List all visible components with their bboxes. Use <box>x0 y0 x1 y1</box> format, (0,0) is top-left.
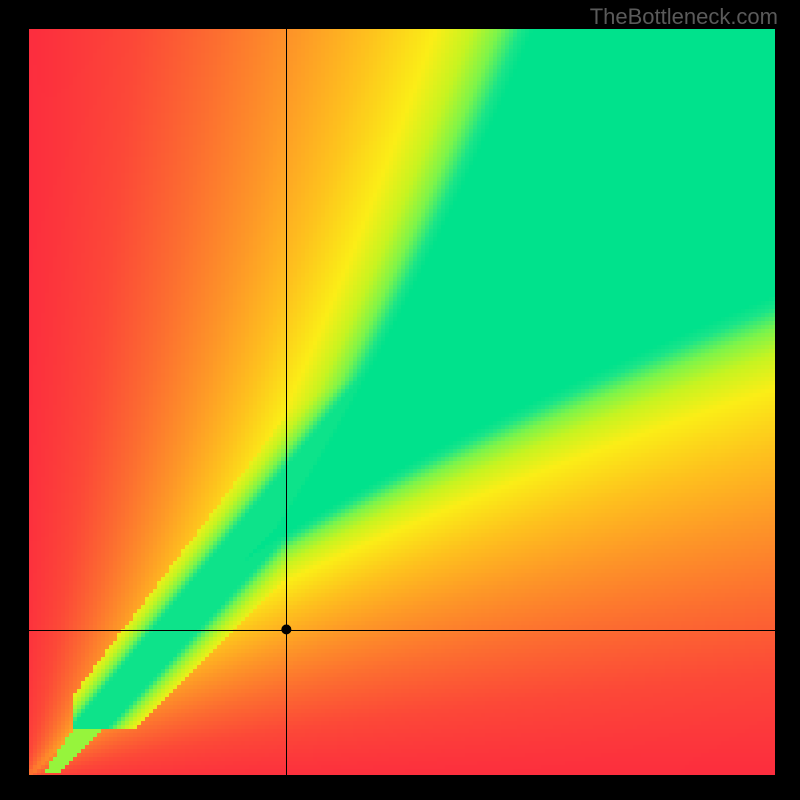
watermark-text: TheBottleneck.com <box>590 4 778 30</box>
heatmap-chart <box>29 29 775 775</box>
heatmap-canvas <box>29 29 775 775</box>
